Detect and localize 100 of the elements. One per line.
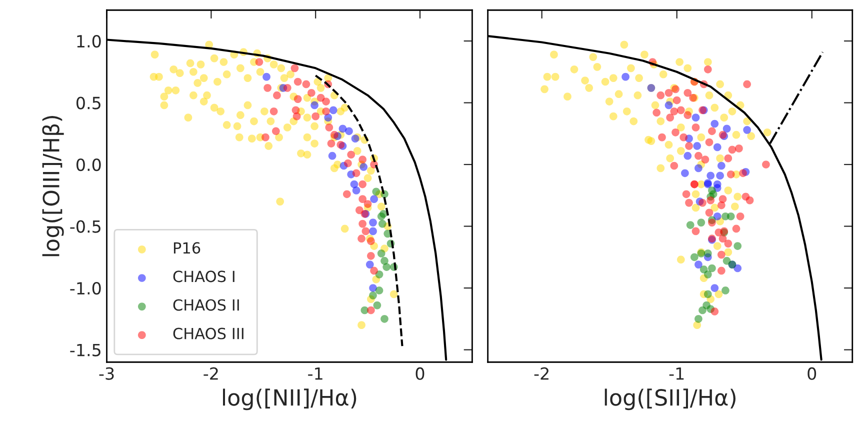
- point: [743, 80, 751, 88]
- point: [356, 206, 364, 214]
- x-tick-label: -1: [669, 367, 684, 380]
- point: [698, 198, 706, 207]
- point: [717, 162, 726, 170]
- point: [672, 96, 681, 104]
- x-tick-label: -2: [534, 367, 548, 380]
- point: [697, 218, 706, 226]
- point: [652, 108, 661, 117]
- point: [358, 195, 366, 204]
- point: [705, 208, 714, 217]
- point: [347, 150, 356, 159]
- point: [338, 124, 347, 133]
- point: [358, 220, 366, 228]
- point: [366, 260, 374, 268]
- point: [664, 88, 673, 97]
- point: [377, 250, 386, 258]
- point: [726, 170, 735, 178]
- y-tick-label: -1.5: [70, 344, 100, 356]
- point: [728, 146, 736, 154]
- point: [710, 120, 719, 128]
- point: [666, 114, 674, 122]
- point: [373, 301, 382, 310]
- point: [708, 186, 716, 194]
- y-tick-label: -1.0: [70, 282, 101, 295]
- point: [262, 72, 270, 81]
- point: [717, 266, 726, 275]
- point: [370, 195, 378, 204]
- point: [322, 107, 330, 116]
- point: [325, 124, 334, 132]
- point: [672, 128, 680, 136]
- point: [324, 114, 332, 122]
- point: [732, 224, 740, 233]
- legend-label: P16: [174, 242, 200, 254]
- point: [382, 263, 391, 271]
- point: [369, 291, 377, 300]
- legend-label: CHAOS I: [173, 270, 234, 282]
- point: [264, 84, 272, 92]
- point: [718, 234, 727, 243]
- point: [664, 101, 673, 110]
- point: [686, 221, 694, 229]
- point: [369, 227, 377, 236]
- point: [273, 91, 281, 100]
- point: [676, 106, 685, 114]
- x-tick-label: 0: [808, 367, 816, 380]
- legend-label: CHAOS III: [173, 328, 244, 340]
- point: [255, 58, 264, 66]
- point: [713, 143, 722, 152]
- point: [369, 218, 377, 226]
- line-series: [314, 74, 404, 348]
- point: [724, 240, 732, 248]
- point: [735, 144, 743, 152]
- point: [369, 284, 377, 292]
- point: [358, 234, 366, 243]
- point: [692, 114, 700, 122]
- point: [272, 127, 280, 136]
- point: [734, 242, 742, 250]
- point: [684, 88, 692, 97]
- y-tick-label: 0.0: [76, 158, 101, 172]
- point: [378, 220, 386, 228]
- point: [722, 286, 730, 294]
- point: [370, 266, 378, 275]
- x-axis-title: log([SII]/Hα): [604, 388, 736, 410]
- point: [736, 212, 744, 220]
- y-tick-label: 1.0: [77, 34, 101, 48]
- point: [716, 172, 724, 180]
- point: [290, 64, 299, 72]
- point: [706, 172, 715, 180]
- point: [722, 256, 731, 265]
- point: [380, 314, 388, 323]
- point: [322, 98, 330, 106]
- point: [685, 142, 693, 150]
- x-axis-title: log([NII]/Hα): [223, 388, 356, 410]
- point: [682, 190, 690, 198]
- point: [704, 250, 712, 258]
- point: [698, 306, 706, 314]
- point: [692, 124, 700, 132]
- point: [717, 201, 726, 210]
- point: [283, 84, 292, 92]
- point: [380, 256, 388, 265]
- point: [684, 111, 692, 120]
- point: [743, 126, 751, 134]
- point: [694, 314, 702, 323]
- x-tick-label: -1: [308, 367, 322, 380]
- point: [680, 133, 688, 142]
- point: [360, 163, 368, 171]
- point: [726, 212, 735, 220]
- point: [375, 286, 384, 294]
- point: [670, 107, 678, 116]
- point: [708, 264, 716, 272]
- point: [294, 95, 302, 103]
- point: [380, 210, 388, 218]
- point: [362, 227, 370, 236]
- point: [684, 152, 692, 160]
- point: [704, 270, 712, 278]
- point: [342, 190, 351, 198]
- point: [345, 127, 353, 136]
- point: [705, 138, 714, 146]
- point: [717, 250, 726, 259]
- point: [358, 156, 366, 164]
